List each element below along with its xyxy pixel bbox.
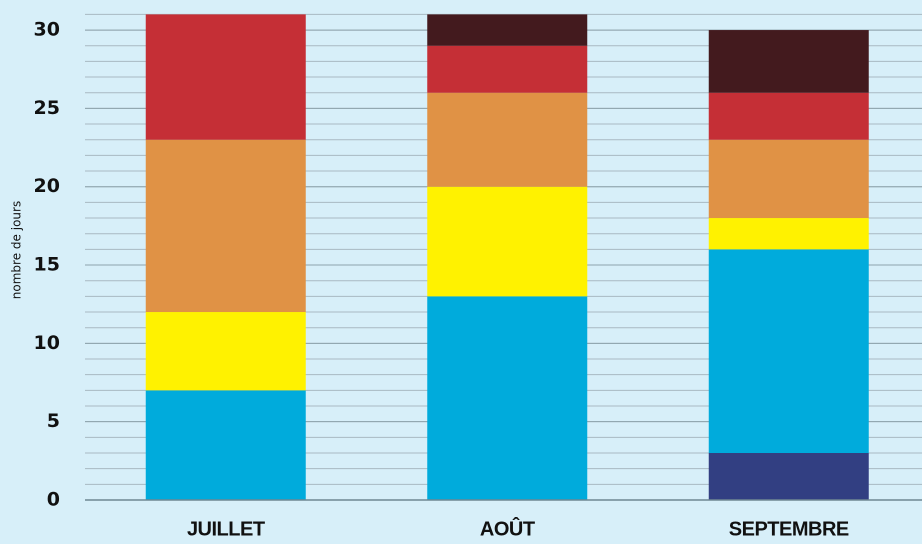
bar-segment (709, 453, 869, 500)
bar-segment (427, 46, 587, 93)
y-tick-label: 30 (34, 19, 60, 41)
chart: nombre de jours 0 5 10 15 20 25 30 JUILLET AOÛT S… (0, 0, 922, 544)
bar-segment (709, 140, 869, 218)
y-tick-label: 20 (34, 175, 60, 197)
y-tick-label: 0 (47, 489, 60, 511)
y-tick-label: 25 (34, 97, 60, 119)
bar-segment (709, 30, 869, 93)
bar-segment (146, 14, 306, 139)
bar-segment (146, 140, 306, 312)
bar-segment (709, 249, 869, 453)
bar-segment (146, 312, 306, 390)
y-axis-label: nombre de jours (10, 201, 24, 299)
bar-segment (146, 390, 306, 500)
y-tick-label: 5 (47, 410, 60, 432)
bar-segment (427, 296, 587, 500)
x-tick-label: JUILLET (187, 518, 265, 540)
bar-segment (709, 218, 869, 249)
x-tick-label: AOÛT (480, 516, 535, 540)
bar-segment (709, 93, 869, 140)
y-tick-label: 10 (34, 332, 60, 354)
bar-segment (427, 14, 587, 45)
x-tick-label: SEPTEMBRE (729, 518, 849, 540)
bar-segment (427, 187, 587, 297)
y-tick-label: 15 (34, 254, 60, 276)
bar-segment (427, 93, 587, 187)
